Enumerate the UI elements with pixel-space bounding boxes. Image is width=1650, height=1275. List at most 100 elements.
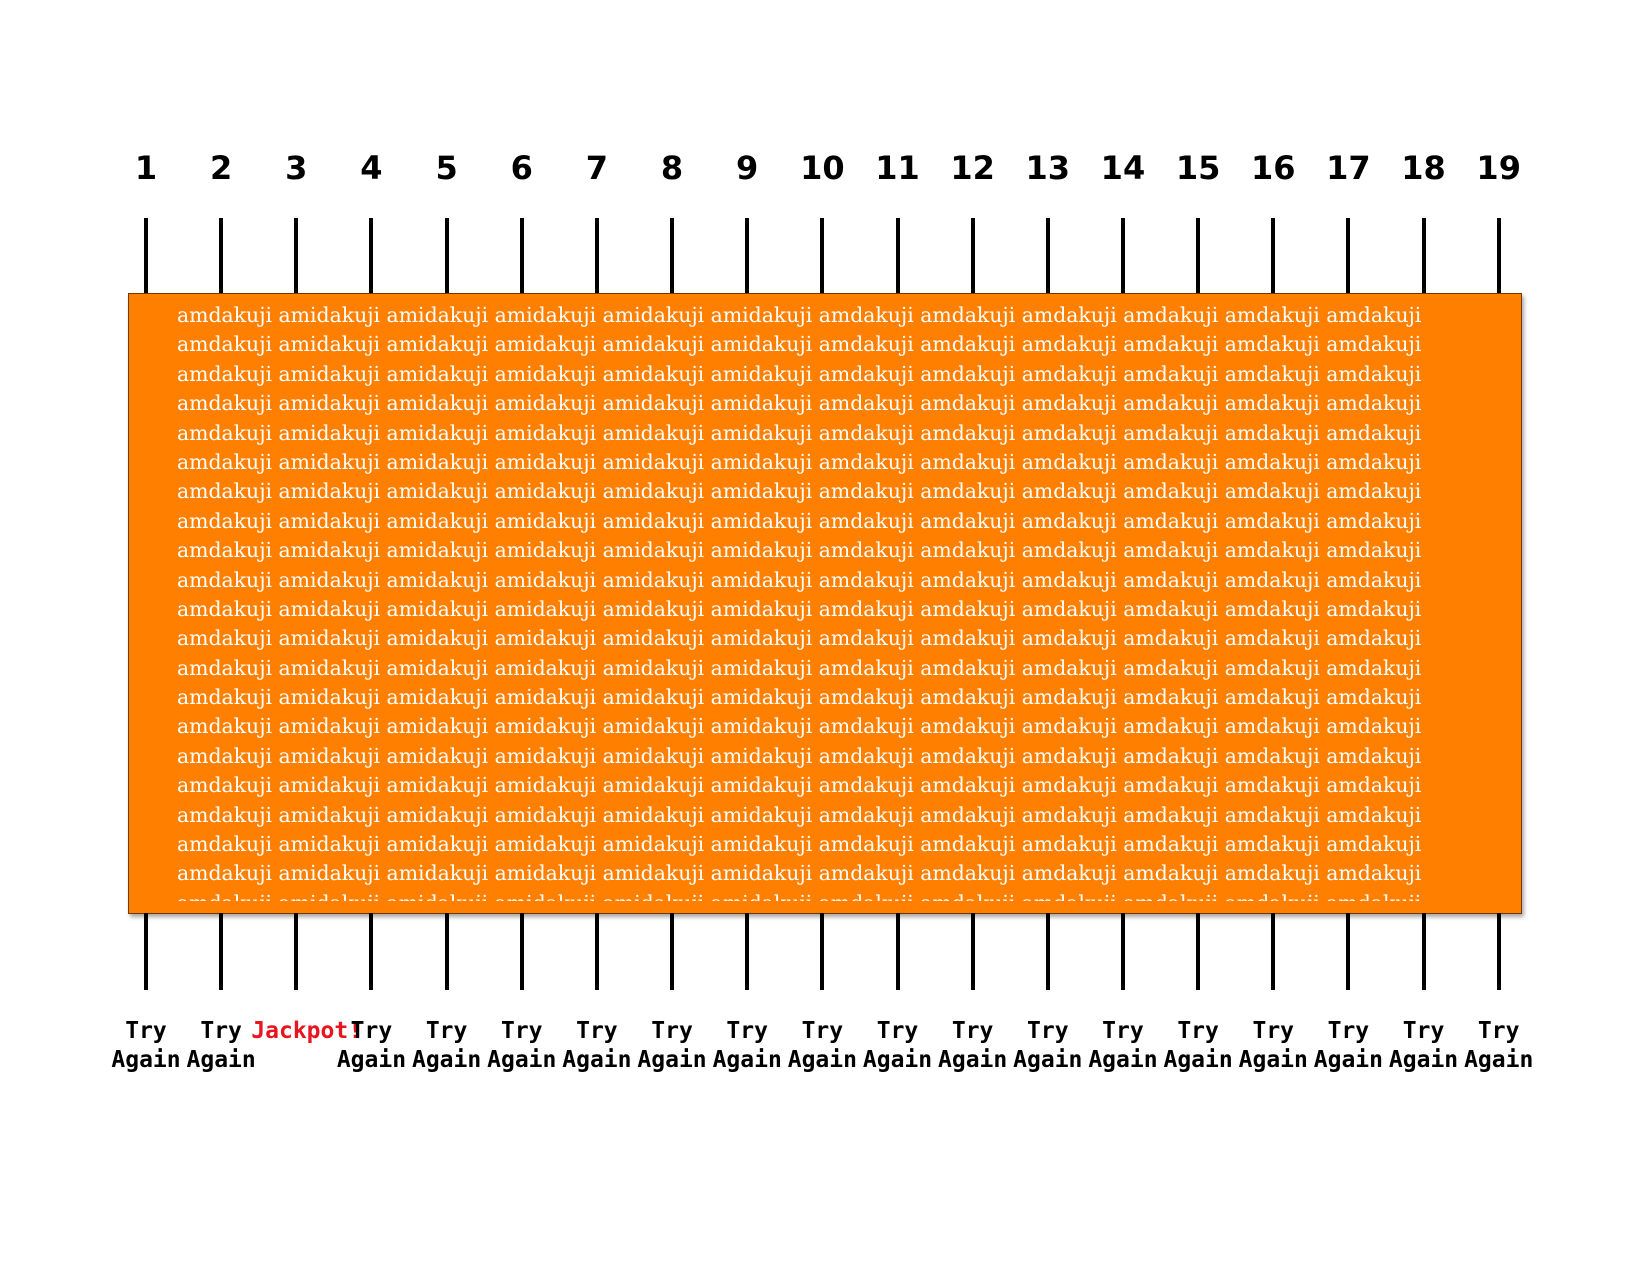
ladder-line-top-3 [294,218,299,294]
result-line-2: Again [637,1047,707,1073]
result-line-2: Again [487,1047,557,1073]
ladder-line-bottom-17 [1346,913,1351,990]
cover-text-row: amdakuji amidakuji amidakuji amidakuji a… [177,626,1422,651]
cover-text-block: amdakuji amidakuji amidakuji amidakuji a… [177,301,1521,901]
result-line-1: Try [801,1018,844,1044]
result-line-2: Again [1464,1047,1534,1073]
column-number-19[interactable]: 19 [1476,149,1521,187]
ladder-line-top-8 [670,218,675,294]
result-line-1: Try [1027,1018,1069,1044]
result-line-2: Again [411,1047,482,1073]
ladder-line-bottom-9 [745,913,750,990]
cover-text-row: amdakuji amidakuji amidakuji amidakuji a… [177,332,1422,357]
cover-text-row: amdakuji amidakuji amidakuji amidakuji a… [177,685,1422,710]
column-number-12[interactable]: 12 [950,149,995,187]
column-number-11[interactable]: 11 [875,149,920,187]
result-try-again: Try Again [1379,1017,1469,1075]
result-try-again: Try Again [1454,1017,1544,1075]
result-try-again: Try Again [928,1017,1018,1075]
ladder-line-top-17 [1346,218,1351,294]
ladder-line-top-12 [970,218,975,294]
column-number-17[interactable]: 17 [1326,149,1371,187]
cover-text-row: amdakuji amidakuji amidakuji amidakuji a… [177,832,1422,857]
column-number-9[interactable]: 9 [736,149,759,187]
result-line-1: Try [125,1018,167,1044]
ladder-line-top-5 [444,218,449,294]
ladder-line-bottom-5 [444,913,449,990]
ladder-line-top-4 [369,218,374,294]
column-number-13[interactable]: 13 [1025,149,1071,187]
result-line-2: Again [562,1047,632,1073]
result-line-2: Again [111,1047,181,1073]
ladder-line-top-9 [745,218,750,294]
cover-text-row: amdakuji amidakuji amidakuji amidakuji a… [177,802,1422,827]
cover-text-row: amdakuji amidakuji amidakuji amidakuji a… [177,538,1422,563]
column-number-4[interactable]: 4 [360,149,383,187]
result-line-1: Try [876,1018,919,1044]
ladder-line-top-15 [1196,218,1201,294]
result-line-2: Again [787,1047,857,1073]
cover-text-row: amdakuji amidakuji amidakuji amidakuji a… [177,420,1422,445]
cover-text-row: amdakuji amidakuji amidakuji amidakuji a… [177,361,1422,386]
ladder-line-top-11 [895,218,900,294]
result-line-2: Again [1013,1047,1083,1073]
result-line-1: Try [1177,1018,1219,1044]
result-line-1: Try [1102,1018,1144,1044]
result-line-2: Again [1388,1047,1459,1073]
ladder-line-top-19 [1496,218,1501,294]
ladder-line-bottom-16 [1271,913,1276,990]
ladder-line-top-13 [1045,218,1050,294]
cover-text-row: amdakuji amidakuji amidakuji amidakuji a… [177,889,1521,901]
column-number-8[interactable]: 8 [660,149,684,187]
ladder-line-bottom-18 [1421,913,1426,990]
column-number-14[interactable]: 14 [1100,149,1146,187]
ladder-line-bottom-10 [820,913,825,990]
ladder-cover-panel: amdakuji amidakuji amidakuji amidakuji a… [128,293,1522,914]
ladder-line-bottom-11 [895,913,900,990]
column-number-18[interactable]: 18 [1401,149,1446,187]
result-line-1: Try [1327,1018,1370,1044]
ladder-line-bottom-7 [594,913,599,990]
result-line-2: Again [1088,1047,1158,1073]
ladder-line-top-14 [1120,218,1125,294]
result-try-again: Try Again [853,1017,943,1075]
ladder-line-bottom-2 [219,913,224,990]
cover-text-row: amdakuji amidakuji amidakuji amidakuji a… [177,714,1422,739]
cover-text-row: amdakuji amidakuji amidakuji amidakuji a… [177,479,1422,504]
ladder-line-bottom-6 [519,913,524,990]
cover-text-row: amdakuji amidakuji amidakuji amidakuji a… [177,567,1422,592]
result-try-again: Try Again [627,1017,717,1075]
column-number-3[interactable]: 3 [285,149,308,187]
result-line-1: Try [1402,1018,1445,1044]
result-line-2: Again [1163,1047,1233,1073]
cover-text-row: amdakuji amidakuji amidakuji amidakuji a… [177,508,1422,533]
cover-text-row: amdakuji amidakuji amidakuji amidakuji a… [177,303,1422,327]
column-number-15[interactable]: 15 [1175,149,1221,187]
column-number-1[interactable]: 1 [134,149,158,187]
column-number-5[interactable]: 5 [435,149,458,187]
result-line-1: Try [951,1018,994,1044]
result-try-again: Try Again [552,1017,642,1075]
ladder-line-top-16 [1271,218,1276,294]
column-number-16[interactable]: 16 [1250,149,1296,187]
column-number-7[interactable]: 7 [585,149,609,187]
ladder-line-top-1 [144,218,148,294]
column-number-6[interactable]: 6 [510,149,533,187]
result-try-again: Try Again [326,1017,416,1075]
result-line-1: Try [1252,1018,1295,1044]
ladder-line-bottom-14 [1120,913,1125,990]
column-number-2[interactable]: 2 [210,149,233,187]
result-line-2: Again [938,1047,1008,1073]
ladder-line-top-18 [1421,218,1426,294]
result-line-2: Again [336,1047,407,1073]
result-line-1: Try [350,1018,393,1044]
result-try-again: Try Again [402,1017,492,1075]
column-number-10[interactable]: 10 [800,149,845,187]
cover-text-row: amdakuji amidakuji amidakuji amidakuji a… [177,861,1422,886]
ladder-line-bottom-15 [1196,913,1201,990]
ladder-line-bottom-3 [294,913,299,990]
ladder-line-top-2 [219,218,224,294]
result-try-again: Try Again [176,1017,266,1075]
result-try-again: Try Again [477,1017,567,1075]
